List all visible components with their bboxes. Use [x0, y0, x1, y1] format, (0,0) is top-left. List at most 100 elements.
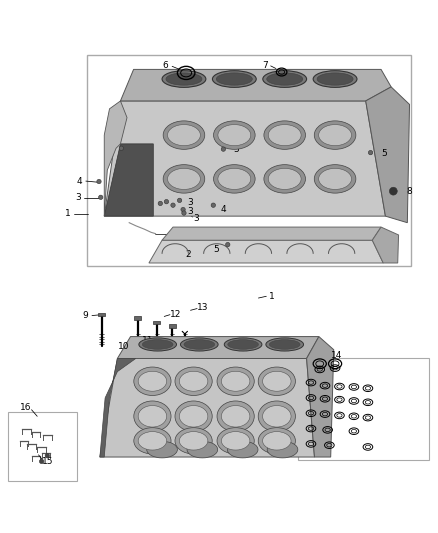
Text: 9: 9 — [82, 311, 88, 320]
Text: 3: 3 — [187, 198, 194, 207]
Ellipse shape — [217, 427, 254, 454]
Ellipse shape — [264, 165, 305, 193]
Ellipse shape — [167, 168, 200, 189]
Ellipse shape — [134, 427, 171, 454]
Ellipse shape — [218, 168, 251, 189]
Circle shape — [119, 146, 124, 150]
Bar — [153, 321, 160, 324]
Ellipse shape — [214, 165, 255, 193]
Text: 5: 5 — [233, 144, 240, 154]
Polygon shape — [372, 227, 399, 263]
Ellipse shape — [138, 372, 166, 391]
Ellipse shape — [163, 121, 205, 149]
Circle shape — [97, 179, 101, 184]
Ellipse shape — [224, 338, 262, 351]
Text: 11: 11 — [142, 336, 153, 345]
Ellipse shape — [163, 165, 205, 193]
Polygon shape — [100, 359, 314, 457]
Ellipse shape — [318, 168, 351, 189]
Circle shape — [39, 459, 44, 464]
Ellipse shape — [175, 367, 212, 395]
Ellipse shape — [227, 441, 258, 458]
Text: 4: 4 — [221, 205, 226, 214]
Text: 3: 3 — [193, 214, 199, 223]
Polygon shape — [366, 87, 410, 223]
Text: 13: 13 — [197, 303, 208, 312]
Ellipse shape — [258, 427, 296, 454]
Circle shape — [389, 187, 397, 195]
Text: 15: 15 — [42, 457, 53, 466]
Bar — [87, 55, 411, 265]
Text: 1: 1 — [268, 292, 275, 301]
Polygon shape — [104, 101, 127, 216]
Ellipse shape — [134, 367, 171, 395]
Ellipse shape — [147, 441, 177, 458]
Bar — [298, 358, 429, 460]
Ellipse shape — [268, 168, 301, 189]
Circle shape — [99, 195, 103, 199]
Text: 16: 16 — [20, 403, 31, 412]
Ellipse shape — [221, 406, 250, 427]
Ellipse shape — [184, 340, 215, 349]
Ellipse shape — [266, 338, 304, 351]
Ellipse shape — [267, 73, 303, 85]
Text: 4: 4 — [77, 176, 82, 185]
Ellipse shape — [267, 441, 298, 458]
Ellipse shape — [134, 401, 171, 432]
Text: 3: 3 — [75, 193, 81, 202]
Polygon shape — [104, 101, 385, 216]
Ellipse shape — [317, 73, 353, 85]
Bar — [169, 324, 176, 328]
Ellipse shape — [167, 125, 200, 146]
Circle shape — [171, 203, 175, 207]
Ellipse shape — [314, 121, 356, 149]
Ellipse shape — [180, 338, 218, 351]
Bar — [8, 412, 77, 481]
Bar — [98, 313, 105, 317]
Ellipse shape — [138, 432, 166, 450]
Ellipse shape — [228, 340, 258, 349]
Text: 14: 14 — [331, 351, 342, 360]
Polygon shape — [149, 240, 383, 263]
Text: 6: 6 — [162, 61, 169, 69]
Ellipse shape — [269, 340, 300, 349]
Ellipse shape — [166, 73, 202, 85]
Circle shape — [177, 198, 182, 203]
Ellipse shape — [221, 372, 250, 391]
Polygon shape — [104, 144, 153, 216]
Text: 7: 7 — [262, 61, 268, 69]
Polygon shape — [100, 359, 136, 457]
Ellipse shape — [263, 432, 291, 450]
Ellipse shape — [314, 165, 356, 193]
Circle shape — [221, 147, 226, 151]
Ellipse shape — [187, 441, 218, 458]
Ellipse shape — [264, 121, 305, 149]
Polygon shape — [307, 336, 334, 457]
Circle shape — [158, 201, 162, 206]
Ellipse shape — [180, 372, 208, 391]
Ellipse shape — [263, 372, 291, 391]
Text: 10: 10 — [118, 342, 130, 351]
Ellipse shape — [142, 340, 173, 349]
Circle shape — [211, 203, 215, 207]
Text: 3: 3 — [144, 201, 150, 209]
Ellipse shape — [221, 432, 250, 450]
Ellipse shape — [268, 125, 301, 146]
Ellipse shape — [258, 367, 296, 395]
Text: 3: 3 — [187, 207, 194, 216]
Bar — [134, 317, 141, 320]
Ellipse shape — [175, 401, 212, 432]
Ellipse shape — [138, 406, 166, 427]
Ellipse shape — [162, 71, 206, 87]
Polygon shape — [120, 69, 391, 101]
Polygon shape — [117, 336, 319, 359]
Ellipse shape — [180, 432, 208, 450]
Circle shape — [45, 454, 49, 458]
Ellipse shape — [218, 125, 251, 146]
Ellipse shape — [313, 71, 357, 87]
Ellipse shape — [216, 73, 252, 85]
Circle shape — [182, 211, 186, 215]
Text: 8: 8 — [406, 187, 413, 196]
Ellipse shape — [263, 71, 307, 87]
Text: 1: 1 — [65, 209, 71, 219]
